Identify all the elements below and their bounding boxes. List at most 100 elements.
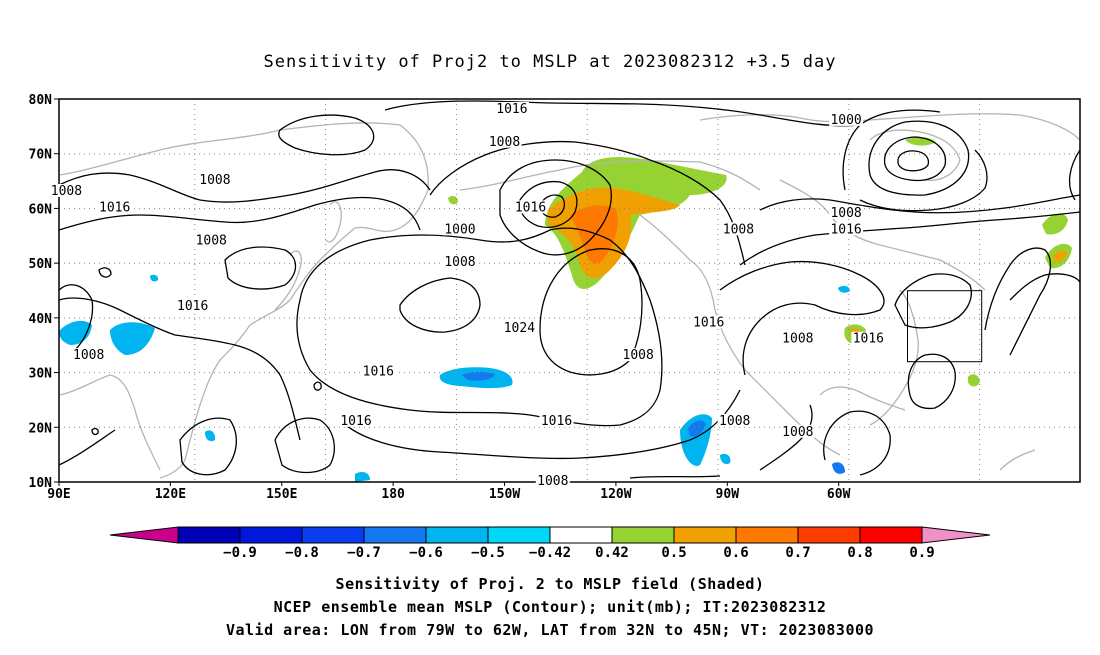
contour-label: 1008 [51, 184, 82, 199]
contour-label-bg [442, 255, 477, 269]
shade-positive-bering [448, 195, 458, 205]
lat-tick-label: 70N [29, 148, 53, 163]
contour-label-bg [194, 233, 229, 247]
lat-tick-label: 10N [29, 476, 53, 491]
colorbar-bin [549, 526, 613, 544]
lon-tick-label: 120E [155, 487, 186, 502]
lat-tick-label: 30N [29, 367, 53, 382]
colorbar-high-extend [921, 526, 991, 544]
shade-negative-asia-east [110, 322, 155, 355]
contour-label: 1016 [496, 102, 527, 117]
valid-area-box [907, 290, 983, 363]
contour-label: 1016 [363, 365, 394, 380]
contour-label-bg [502, 320, 537, 334]
lon-tick-label: 180 [381, 487, 405, 502]
shade-small-negative-5 [838, 285, 850, 293]
lon-tick-label: 90W [716, 487, 740, 502]
contour-label: 1008 [723, 222, 754, 237]
contour-label-bg [780, 331, 815, 345]
contour-label: 1016 [693, 315, 724, 330]
colorbar-label: 0.7 [785, 545, 810, 561]
contour-label-bg [175, 298, 210, 312]
colorbar-label: 0.8 [847, 545, 872, 561]
contour-label: 1016 [99, 200, 130, 215]
contour-label-bg [829, 222, 864, 236]
colorbar-bin [239, 526, 303, 544]
colorbar-label: 0.5 [661, 545, 686, 561]
contour-label: 1016 [830, 222, 861, 237]
contour-label-bg [780, 424, 815, 438]
colorbar-bin [363, 526, 427, 544]
colorbar-label: 0.9 [909, 545, 934, 561]
contour-label: 1008 [623, 348, 654, 363]
map-panel: 1016100810001008101610081008100010161008… [29, 93, 1081, 502]
colorbar: −0.9 −0.8 −0.7 −0.6 −0.5 −0.42 0.42 0.5 0.6 0.7 0.… [109, 526, 991, 561]
colorbar-label: −0.8 [285, 545, 319, 561]
colorbar-bin [487, 526, 551, 544]
contour-label: 1000 [830, 113, 861, 128]
footer-line-2: NCEP ensemble mean MSLP (Contour); unit(… [274, 598, 827, 616]
contour-label-bg [494, 101, 529, 115]
contour-label: 1016 [853, 332, 884, 347]
contour-label-bg [71, 348, 106, 362]
lat-tick-label: 60N [29, 202, 53, 217]
lat-tick-label: 20N [29, 421, 53, 436]
contour-label-bg [513, 200, 548, 214]
colorbar-label: −0.7 [347, 545, 381, 561]
contour-label: 1008 [73, 348, 104, 363]
colorbar-bin [611, 526, 675, 544]
lat-tick-label: 40N [29, 312, 53, 327]
colorbar-bin [797, 526, 861, 544]
colorbar-bin [735, 526, 799, 544]
contour-label: 1008 [782, 332, 813, 347]
shade-positive-atlantic-a [1042, 213, 1068, 235]
colorbar-label: 0.6 [723, 545, 748, 561]
shade-small-negative-1 [355, 472, 370, 482]
lon-tick-label: 120W [600, 487, 631, 502]
colorbar-label: −0.5 [471, 545, 505, 561]
footer: Sensitivity of Proj. 2 to MSLP field (Sh… [226, 575, 874, 639]
contour-label: 1008 [830, 206, 861, 221]
colorbar-bin [425, 526, 489, 544]
contour-label-bg [829, 205, 864, 219]
contour-label-bg [49, 184, 84, 198]
contour-label-bg [717, 413, 752, 427]
contour-label-bg [361, 364, 396, 378]
coastlines [59, 113, 1080, 479]
longitude-axis: 90E 120E 150E 180 150W 120W 90W 60W [47, 482, 851, 502]
contour-label: 1016 [541, 414, 572, 429]
footer-line-1: Sensitivity of Proj. 2 to MSLP field (Sh… [336, 575, 765, 593]
colorbar-bin [673, 526, 737, 544]
contour-label: 1008 [782, 425, 813, 440]
footer-line-3: Valid area: LON from 79W to 62W, LAT fro… [226, 621, 874, 639]
contour-label-bg [539, 413, 574, 427]
colorbar-bin [859, 526, 923, 544]
shade-negative-central-pacific-core [462, 371, 495, 381]
shade-negative-mexico-coast-core [688, 420, 706, 437]
lon-tick-label: 150E [266, 487, 297, 502]
contour-label-bg [97, 200, 132, 214]
lon-tick-label: 60W [827, 487, 851, 502]
contour-label: 1008 [196, 233, 227, 248]
contour-label: 1008 [444, 255, 475, 270]
colorbar-bin [177, 526, 241, 544]
colorbar-label: −0.6 [409, 545, 443, 561]
contour-label: 1008 [489, 135, 520, 150]
lat-tick-label: 80N [29, 93, 53, 108]
shade-small-negative-4 [150, 274, 159, 282]
contour-label-bg [487, 134, 522, 148]
lat-tick-label: 50N [29, 257, 53, 272]
contour-label-bg [339, 413, 374, 427]
contour-label-bg [442, 222, 477, 236]
shade-small-negative-3 [205, 430, 216, 442]
contour-label-bg [691, 315, 726, 329]
shade-positive-atlantic-b-core [1053, 250, 1067, 262]
contour-label-bg [829, 112, 864, 126]
contour-label-bg [197, 173, 232, 187]
sensitivity-shading [59, 137, 1072, 482]
contour-labels: 1016100810001008101610081008100010161008… [49, 101, 886, 489]
latitude-axis: 80N 70N 60N 50N 40N 30N 20N 10N [29, 93, 59, 491]
colorbar-bin [301, 526, 365, 544]
contour-label: 1008 [719, 414, 750, 429]
contour-label: 1016 [177, 299, 208, 314]
